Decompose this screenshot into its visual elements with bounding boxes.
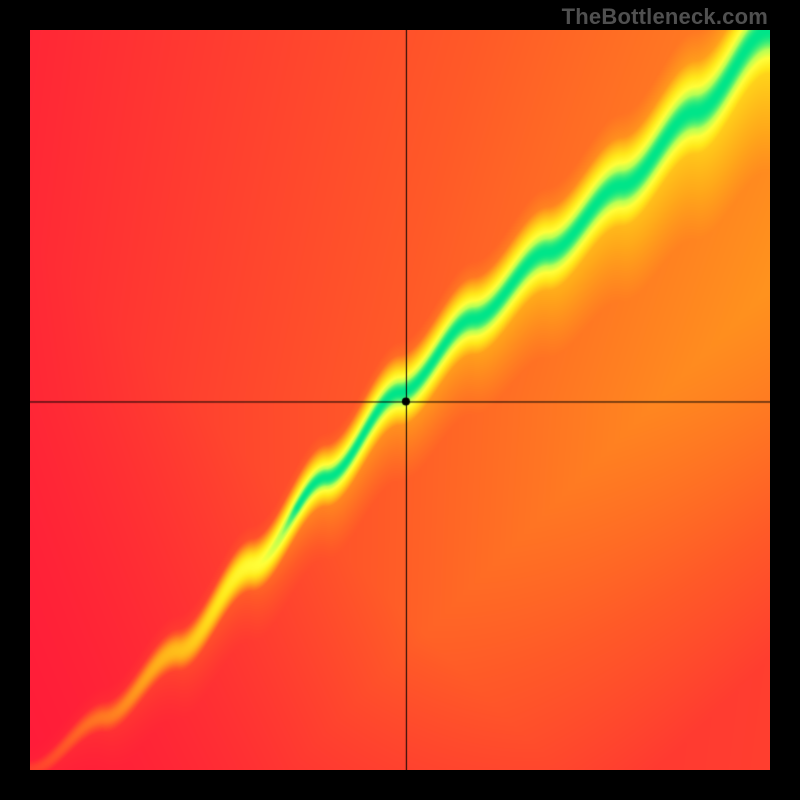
figure-container: TheBottleneck.com — [0, 0, 800, 800]
watermark-text: TheBottleneck.com — [562, 4, 768, 30]
bottleneck-heatmap — [30, 30, 770, 770]
